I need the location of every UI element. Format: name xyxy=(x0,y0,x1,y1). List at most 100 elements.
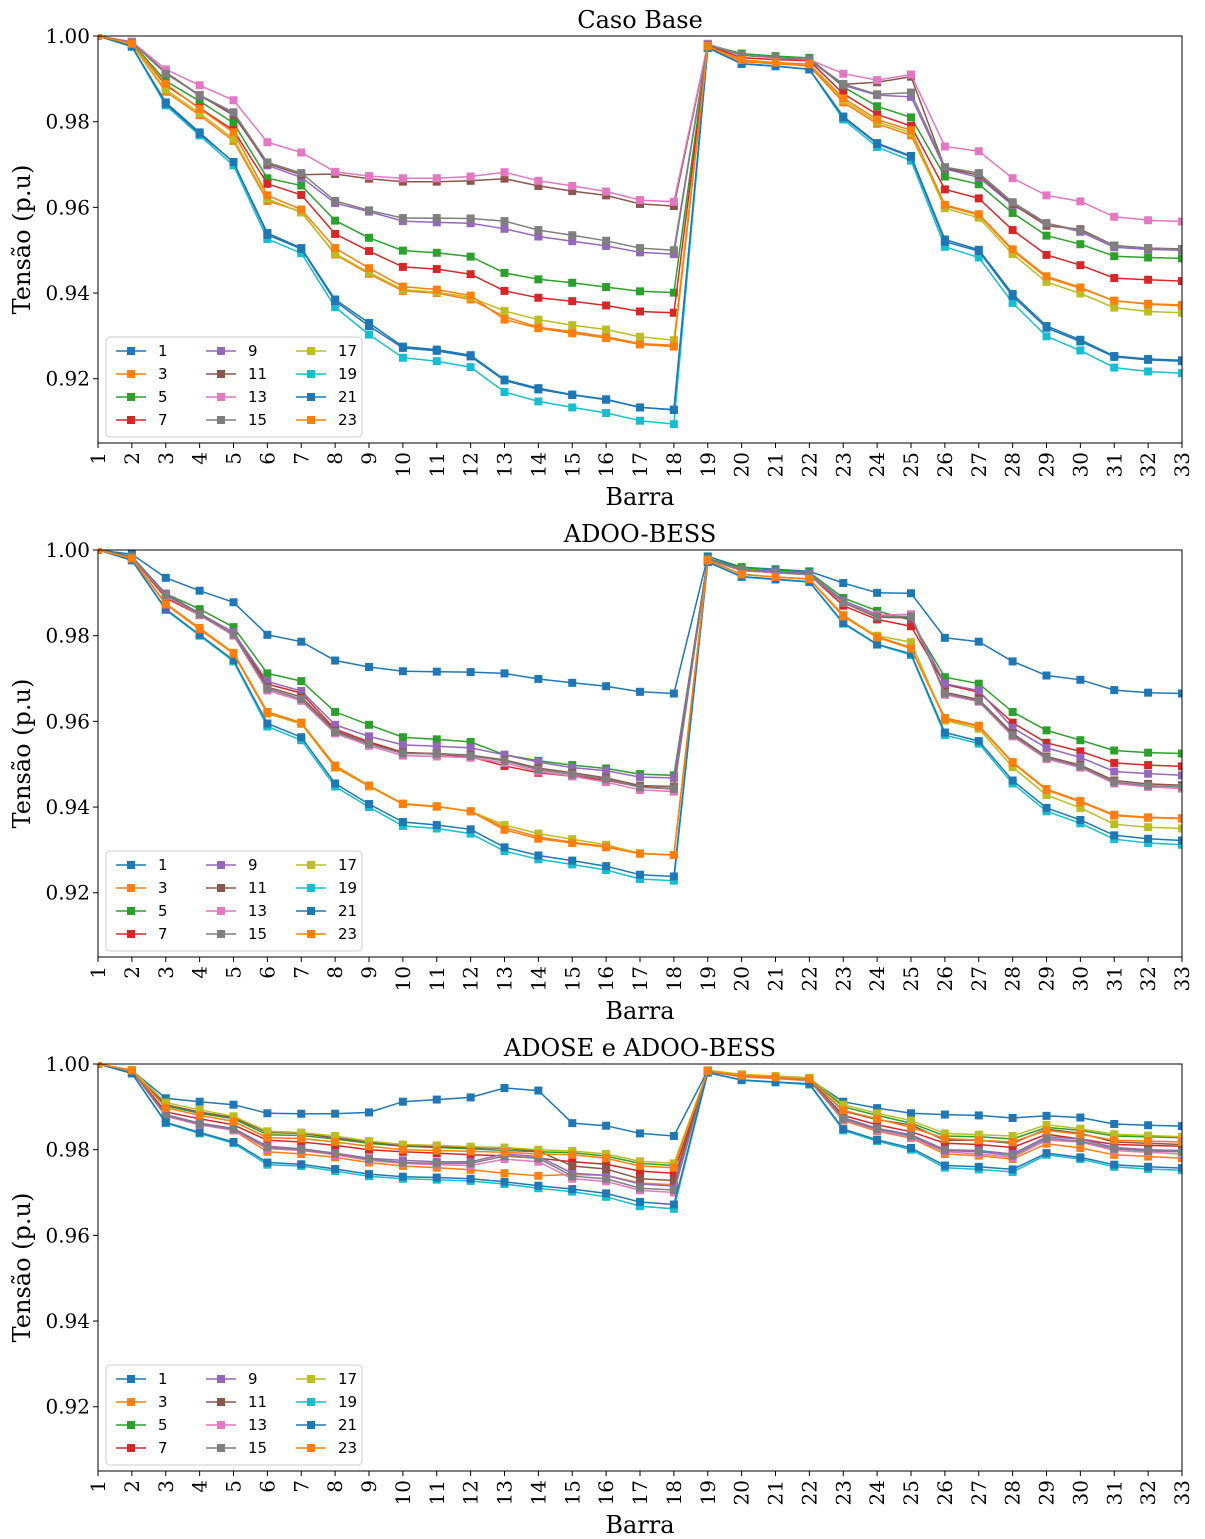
data-point xyxy=(974,1147,983,1156)
data-point xyxy=(432,285,441,294)
x-tick-label: 24 xyxy=(865,1480,889,1505)
data-point xyxy=(1178,762,1182,771)
data-point xyxy=(500,217,509,226)
data-point xyxy=(263,719,272,728)
data-point xyxy=(297,1134,306,1143)
data-point xyxy=(229,108,238,117)
data-point xyxy=(297,249,306,258)
data-point xyxy=(636,783,644,792)
data-point xyxy=(1144,1146,1153,1155)
data-point xyxy=(1110,778,1119,787)
data-point xyxy=(229,134,238,143)
data-point xyxy=(1076,815,1085,824)
data-point xyxy=(161,65,170,74)
legend-marker xyxy=(127,416,135,424)
legend-entry: 11 xyxy=(248,1393,267,1411)
data-point xyxy=(839,1114,848,1123)
data-point xyxy=(873,115,882,124)
legend-entry: 19 xyxy=(338,1393,357,1411)
legend-marker xyxy=(217,907,225,915)
data-point xyxy=(297,244,306,253)
data-point xyxy=(602,1189,611,1198)
data-point xyxy=(1042,277,1051,286)
data-point xyxy=(229,157,238,166)
data-point xyxy=(974,737,983,746)
x-tick-label: 3 xyxy=(154,1480,178,1493)
data-point xyxy=(1008,763,1017,772)
x-tick-label: 18 xyxy=(662,1480,686,1505)
data-point xyxy=(636,875,644,884)
data-point xyxy=(1110,1136,1119,1145)
data-point xyxy=(398,667,407,676)
data-point xyxy=(1144,688,1153,697)
data-point xyxy=(432,357,441,366)
legend-marker xyxy=(217,370,225,378)
data-point xyxy=(940,242,949,251)
data-point xyxy=(1042,726,1051,735)
data-point xyxy=(466,752,475,761)
data-point xyxy=(568,1161,577,1170)
legend-marker xyxy=(127,930,135,938)
x-tick-label: 4 xyxy=(188,966,212,979)
legend-entry: 15 xyxy=(248,411,267,429)
data-point xyxy=(263,677,272,686)
data-point xyxy=(229,598,238,607)
legend-entry: 7 xyxy=(158,925,168,943)
data-point xyxy=(432,214,441,223)
x-axis-label: Barra xyxy=(605,1511,674,1539)
data-point xyxy=(974,210,983,219)
x-tick-label: 11 xyxy=(425,1480,449,1505)
data-point xyxy=(534,1145,543,1154)
data-point xyxy=(331,656,340,665)
y-tick-label: 0.92 xyxy=(45,367,90,391)
data-point xyxy=(1076,1113,1085,1122)
data-point xyxy=(602,775,611,784)
data-point xyxy=(940,689,949,698)
data-point xyxy=(195,630,204,639)
x-tick-label: 17 xyxy=(628,1480,652,1505)
data-point xyxy=(1110,1144,1119,1153)
data-point xyxy=(263,630,272,639)
data-point xyxy=(1110,1150,1119,1159)
x-tick-label: 11 xyxy=(425,966,449,991)
data-point xyxy=(1110,363,1119,372)
data-point xyxy=(263,708,272,717)
data-point xyxy=(1076,240,1085,249)
data-point xyxy=(636,1161,644,1170)
data-point xyxy=(1042,1120,1051,1129)
data-point xyxy=(974,722,983,731)
data-point xyxy=(873,612,882,621)
data-point xyxy=(365,330,373,339)
data-point xyxy=(873,139,882,148)
data-point xyxy=(398,740,407,749)
legend-entry: 1 xyxy=(158,856,168,874)
data-point xyxy=(1110,811,1119,820)
legend-entry: 21 xyxy=(338,902,357,920)
data-point xyxy=(466,219,475,228)
legend-marker xyxy=(217,1444,225,1452)
data-point xyxy=(466,252,475,261)
data-point xyxy=(331,167,340,176)
x-tick-label: 1 xyxy=(86,966,110,979)
data-point xyxy=(161,1111,170,1120)
data-point xyxy=(771,568,780,577)
data-point xyxy=(602,283,611,292)
data-point xyxy=(1178,824,1182,833)
data-point xyxy=(500,268,509,277)
data-point xyxy=(1076,346,1085,355)
data-point xyxy=(907,644,915,653)
x-tick-label: 30 xyxy=(1068,452,1092,477)
data-point xyxy=(1178,771,1182,780)
x-tick-label: 3 xyxy=(154,452,178,465)
data-point xyxy=(1076,261,1085,270)
data-point xyxy=(331,762,340,771)
data-point xyxy=(805,1079,814,1088)
legend-marker xyxy=(127,347,135,355)
data-point xyxy=(839,94,848,103)
data-point xyxy=(365,1142,373,1151)
data-point xyxy=(636,244,644,253)
x-tick-label: 27 xyxy=(967,966,991,991)
data-point xyxy=(669,689,678,698)
data-point xyxy=(1144,813,1153,822)
data-point xyxy=(907,88,915,97)
